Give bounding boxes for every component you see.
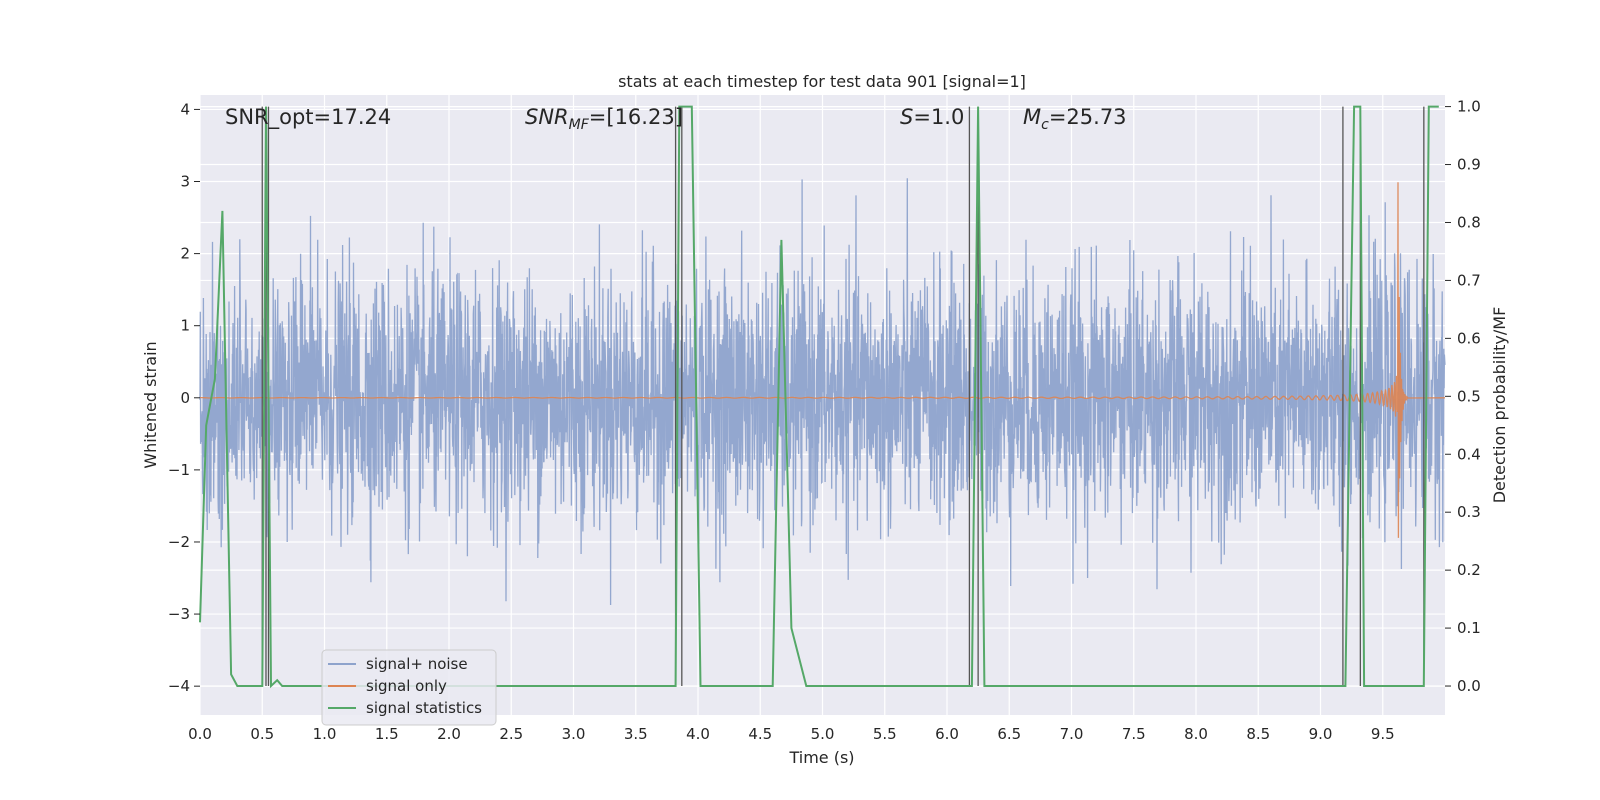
y-right-axis-label: Detection probability/MF <box>1490 307 1509 504</box>
chart-title: stats at each timestep for test data 901… <box>618 72 1026 91</box>
x-tick-label: 4.5 <box>748 725 772 743</box>
x-tick-label: 3.0 <box>562 725 586 743</box>
tick-labels: 0.0 0.5 1.0 1.5 2.0 2.5 3.0 3.5 4.0 4.5 5.0 5.5 6.0 6… <box>168 98 1481 743</box>
annotation-snr-mf-main: SNR <box>525 105 569 129</box>
x-tick-label: 8.5 <box>1246 725 1270 743</box>
x-axis-label: Time (s) <box>788 748 854 767</box>
series-signal-statistics <box>199 105 1439 689</box>
x-tick-label: 7.0 <box>1060 725 1084 743</box>
annotation-mc-rest: =25.73 <box>1049 105 1127 129</box>
y-right-tick-label: 0.9 <box>1457 156 1481 174</box>
y-right-tick-label: 0.5 <box>1457 387 1481 405</box>
signal-statistics-line <box>199 105 1439 689</box>
annotation-snr-opt-text: SNR_opt=17.24 <box>225 105 391 130</box>
annotation-mc-sub: c <box>1041 117 1049 133</box>
y-right-tick-label: 0.1 <box>1457 619 1481 637</box>
y-tick-label: 3 <box>180 173 190 191</box>
legend-box <box>321 649 497 726</box>
annotation-s-main: S <box>900 105 913 129</box>
annotation-snr-mf: SNRMF=[16.23] <box>525 105 683 133</box>
x-tick-label: 1.5 <box>375 725 399 743</box>
annotation-snr-mf-rest: =[16.23] <box>589 105 683 129</box>
y-right-tick-label: 0.3 <box>1457 503 1481 521</box>
series-signal-noise <box>199 178 1446 606</box>
y-right-tick-label: 0.7 <box>1457 271 1481 289</box>
y-right-tick-label: 0.8 <box>1457 213 1481 231</box>
x-tick-label: 9.0 <box>1309 725 1333 743</box>
series-signal-only <box>200 182 1446 538</box>
legend: signal+ noise signal only signal statist… <box>321 649 497 726</box>
x-tick-label: 8.0 <box>1184 725 1208 743</box>
annotation-mc-main: M <box>1023 105 1041 129</box>
annotation-mc: Mc=25.73 <box>1023 105 1127 133</box>
x-tick-label: 7.5 <box>1122 725 1146 743</box>
x-tick-label: 0.0 <box>188 725 212 743</box>
legend-label-signal-statistics: signal statistics <box>366 699 482 717</box>
y-tick-label: 0 <box>180 389 190 407</box>
y-right-tick-label: 0.0 <box>1457 677 1481 695</box>
annotation-snr-opt: SNR_opt=17.24 <box>225 105 391 130</box>
x-tick-label: 6.0 <box>935 725 959 743</box>
annotation-snr-mf-sub: MF <box>569 117 590 133</box>
x-tick-label: 0.5 <box>250 725 274 743</box>
y-tick-label: −3 <box>168 605 190 623</box>
annotation-s-rest: =1.0 <box>913 105 964 129</box>
y-tick-label: 1 <box>180 317 190 335</box>
x-tick-label: 2.0 <box>437 725 461 743</box>
signal-noise-line <box>199 178 1446 606</box>
x-tick-label: 5.5 <box>873 725 897 743</box>
x-tick-label: 6.5 <box>997 725 1021 743</box>
legend-label-signal-noise: signal+ noise <box>366 655 468 673</box>
x-tick-label: 1.0 <box>313 725 337 743</box>
y-tick-label: 2 <box>180 245 190 263</box>
y-tick-label: 4 <box>180 100 190 118</box>
y-tick-label: −2 <box>168 533 190 551</box>
y-right-tick-label: 1.0 <box>1457 98 1481 116</box>
y-tick-label: −4 <box>168 677 190 695</box>
legend-label-signal-only: signal only <box>366 677 447 695</box>
x-tick-label: 5.0 <box>811 725 835 743</box>
y-tick-label: −1 <box>168 461 190 479</box>
x-tick-label: 3.5 <box>624 725 648 743</box>
signal-only-line <box>200 182 1446 538</box>
y-right-tick-label: 0.2 <box>1457 561 1481 579</box>
x-tick-label: 9.5 <box>1371 725 1395 743</box>
x-tick-label: 4.0 <box>686 725 710 743</box>
y-right-tick-label: 0.6 <box>1457 329 1481 347</box>
annotation-s: S=1.0 <box>900 105 964 129</box>
y-axis-label: Whitened strain <box>141 341 160 468</box>
y-right-tick-label: 0.4 <box>1457 445 1481 463</box>
x-tick-label: 2.5 <box>499 725 523 743</box>
